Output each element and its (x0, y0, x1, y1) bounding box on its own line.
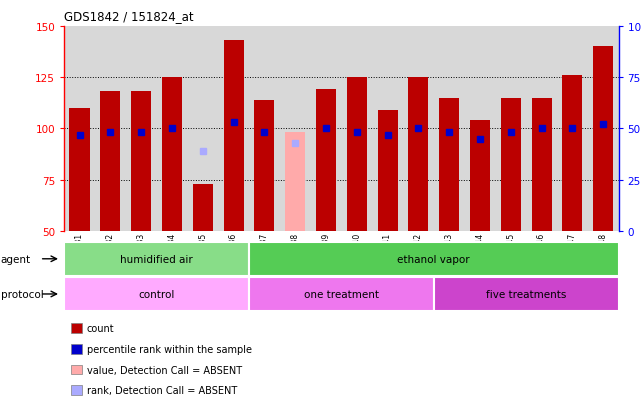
Text: count: count (87, 323, 114, 333)
Text: value, Detection Call = ABSENT: value, Detection Call = ABSENT (87, 365, 242, 375)
Bar (249, 278, 434, 311)
Bar (71, 344, 82, 354)
Text: agent: agent (1, 254, 31, 264)
Bar (408, 78, 428, 231)
Bar (562, 76, 583, 231)
Bar (224, 41, 244, 231)
Bar (193, 184, 213, 231)
Text: control: control (138, 289, 175, 299)
Bar (71, 365, 82, 375)
Text: percentile rank within the sample: percentile rank within the sample (87, 344, 251, 354)
Bar (71, 385, 82, 395)
Bar (100, 92, 121, 231)
Bar (254, 100, 274, 231)
Bar (470, 121, 490, 231)
Bar (249, 242, 619, 276)
Bar (69, 109, 90, 231)
Bar (347, 78, 367, 231)
Bar (501, 98, 520, 231)
Bar (378, 111, 397, 231)
Bar (316, 90, 336, 231)
Text: five treatments: five treatments (486, 289, 567, 299)
Bar (71, 323, 82, 333)
Bar (285, 133, 305, 231)
Bar (162, 78, 182, 231)
Text: ethanol vapor: ethanol vapor (397, 254, 470, 264)
Text: humidified air: humidified air (120, 254, 193, 264)
Bar (593, 47, 613, 231)
Bar (64, 242, 249, 276)
Text: protocol: protocol (1, 289, 44, 299)
Text: one treatment: one treatment (304, 289, 379, 299)
Bar (434, 278, 619, 311)
Text: rank, Detection Call = ABSENT: rank, Detection Call = ABSENT (87, 385, 237, 395)
Bar (439, 98, 459, 231)
Bar (64, 278, 249, 311)
Bar (131, 92, 151, 231)
Bar (531, 98, 551, 231)
Text: GDS1842 / 151824_at: GDS1842 / 151824_at (64, 10, 194, 23)
